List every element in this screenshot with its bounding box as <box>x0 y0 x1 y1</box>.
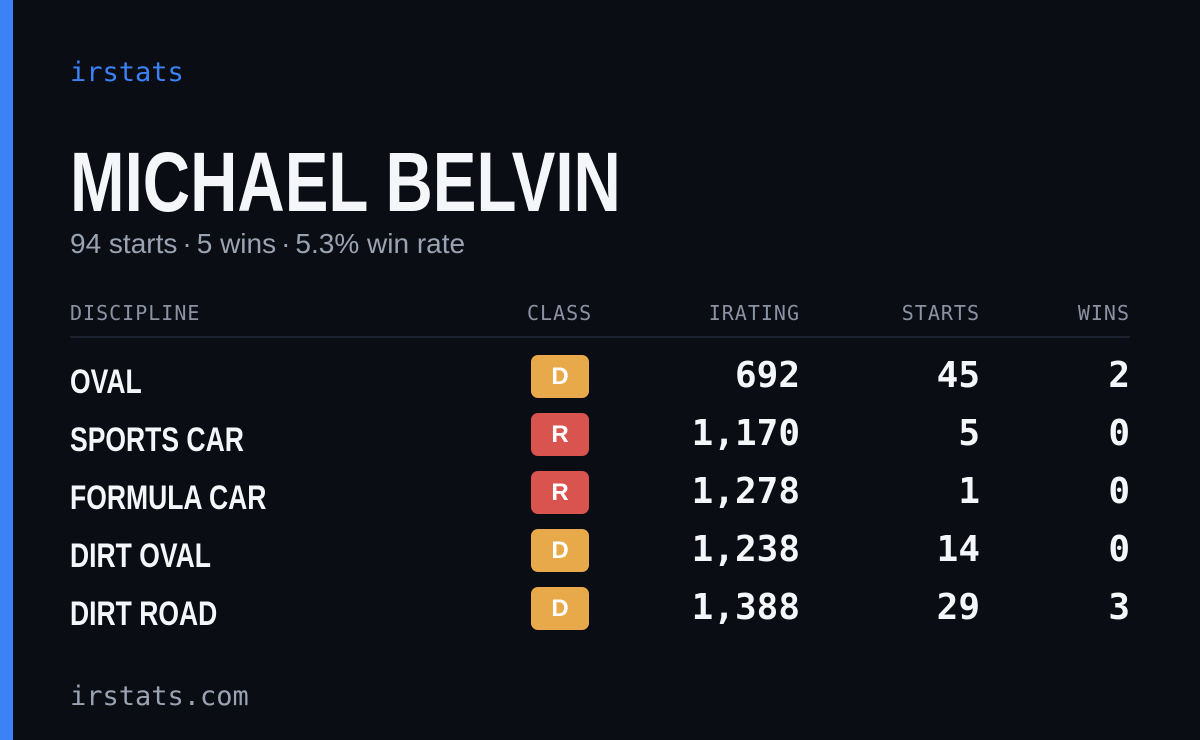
table-row: DIRT ROAD D 1,388 29 3 <box>70 584 1130 642</box>
column-header-class: CLASS <box>527 301 593 325</box>
row-irating: 1,170 <box>691 413 800 454</box>
row-discipline: OVAL <box>70 363 142 401</box>
column-header-irating: IRATING <box>708 301 800 325</box>
row-discipline: FORMULA CAR <box>70 479 267 517</box>
row-starts: 1 <box>958 471 980 512</box>
row-irating: 1,278 <box>691 471 800 512</box>
class-badge: D <box>531 355 589 398</box>
row-irating: 1,238 <box>691 529 800 570</box>
table-row: SPORTS CAR R 1,170 5 0 <box>70 410 1130 468</box>
table-row: DIRT OVAL D 1,238 14 0 <box>70 526 1130 584</box>
row-discipline: SPORTS CAR <box>70 421 244 459</box>
row-starts: 14 <box>936 529 980 570</box>
summary-starts: 94 starts <box>70 228 178 259</box>
discipline-stats-table: DISCIPLINE CLASS IRATING STARTS WINS OVA… <box>70 296 1130 633</box>
column-header-starts: STARTS <box>901 301 980 325</box>
class-badge: R <box>531 413 589 456</box>
summary-separator: · <box>182 228 192 259</box>
column-header-discipline: DISCIPLINE <box>70 301 201 325</box>
column-header-wins: WINS <box>1077 301 1130 325</box>
brand-logo-text: irstats <box>70 57 184 88</box>
table-header: DISCIPLINE CLASS IRATING STARTS WINS <box>70 296 1130 338</box>
class-badge: D <box>531 529 589 572</box>
row-wins: 0 <box>1108 413 1130 454</box>
table-row: OVAL D 692 45 2 <box>70 352 1130 410</box>
row-starts: 45 <box>936 355 980 396</box>
summary-separator: · <box>281 228 291 259</box>
row-wins: 3 <box>1108 587 1130 628</box>
table-row: FORMULA CAR R 1,278 1 0 <box>70 468 1130 526</box>
row-starts: 29 <box>936 587 980 628</box>
row-wins: 0 <box>1108 529 1130 570</box>
row-wins: 0 <box>1108 471 1130 512</box>
footer-url: irstats.com <box>70 681 249 712</box>
class-badge: R <box>531 471 589 514</box>
class-badge: D <box>531 587 589 630</box>
player-name: MICHAEL BELVIN <box>70 135 621 229</box>
summary-wins: 5 wins <box>196 228 277 259</box>
row-discipline: DIRT ROAD <box>70 595 218 633</box>
summary-win-rate: 5.3% win rate <box>295 228 466 259</box>
table-body: OVAL D 692 45 2 SPORTS CAR R 1,170 5 0 FORMULA CAR… <box>70 352 1130 642</box>
row-irating: 692 <box>734 355 800 396</box>
player-summary: 94 starts · 5 wins · 5.3% win rate <box>70 226 465 262</box>
row-wins: 2 <box>1108 355 1130 396</box>
row-discipline: DIRT OVAL <box>70 537 211 575</box>
accent-bar <box>0 0 13 740</box>
row-starts: 5 <box>958 413 980 454</box>
row-irating: 1,388 <box>691 587 800 628</box>
